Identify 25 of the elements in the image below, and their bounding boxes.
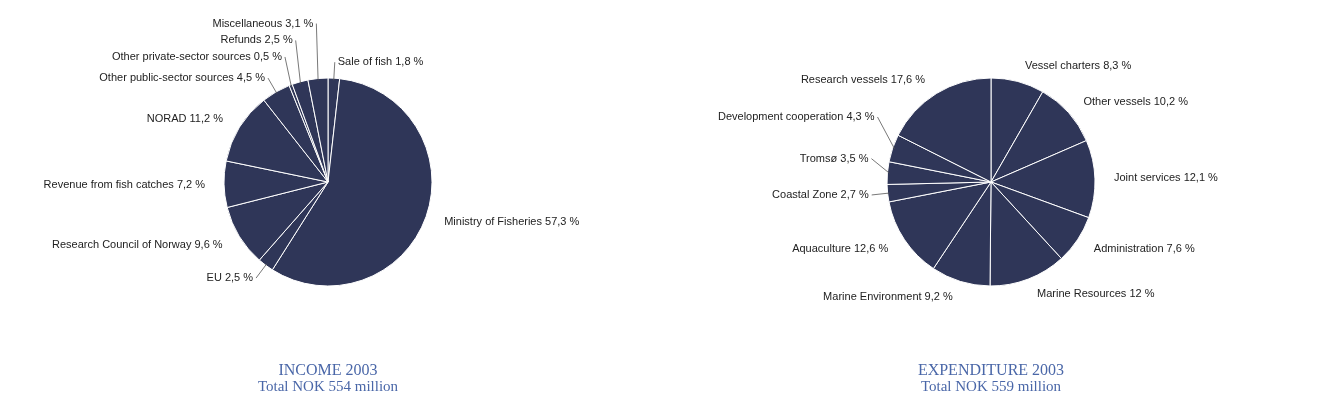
slice-label: Vessel charters 8,3 % [1024,59,1132,72]
slice-label: Marine Environment 9,2 % [823,289,953,302]
text: Total NOK 554 million [257,378,399,394]
slice-label: Tromsø 3,5 % [799,151,869,164]
slice-label: Other vessels 10,2 % [1083,95,1189,107]
text: Total NOK 559 million [920,378,1062,394]
slice-label: Aquaculture 12,6 % [792,241,889,254]
slice-label: Research Council of Norway 9,6 % [52,237,223,250]
text: INCOME 2003 [278,361,378,378]
slice-label: Sale of fish 1,8 % [337,55,424,68]
text: EXPENDITURE 2003 [917,361,1065,378]
slice-label: Administration 7,6 % [1093,241,1195,254]
slice-label: Other private-sector sources 0,5 % [111,49,283,62]
slice-label: NORAD 11,2 % [146,111,224,124]
slice-label: Research vessels 17,6 % [800,72,926,85]
slice-label: Revenue from fish catches 7,2 % [43,177,206,190]
slice-label: Miscellaneous 3,1 % [212,16,314,29]
slice-label: EU 2,5 % [206,271,254,284]
slice-label: Development cooperation 4,3 % [717,109,875,122]
slice-label: Other public-sector sources 4,5 % [99,71,266,84]
slice-label: Coastal Zone 2,7 % [772,187,869,200]
slice-label: Joint services 12,1 % [1113,171,1219,184]
slice-label: Ministry of Fisheries 57,3 % [444,214,580,227]
slice-label: Refunds 2,5 % [220,33,293,46]
slice-label: Marine Resources 12 % [1037,287,1155,299]
